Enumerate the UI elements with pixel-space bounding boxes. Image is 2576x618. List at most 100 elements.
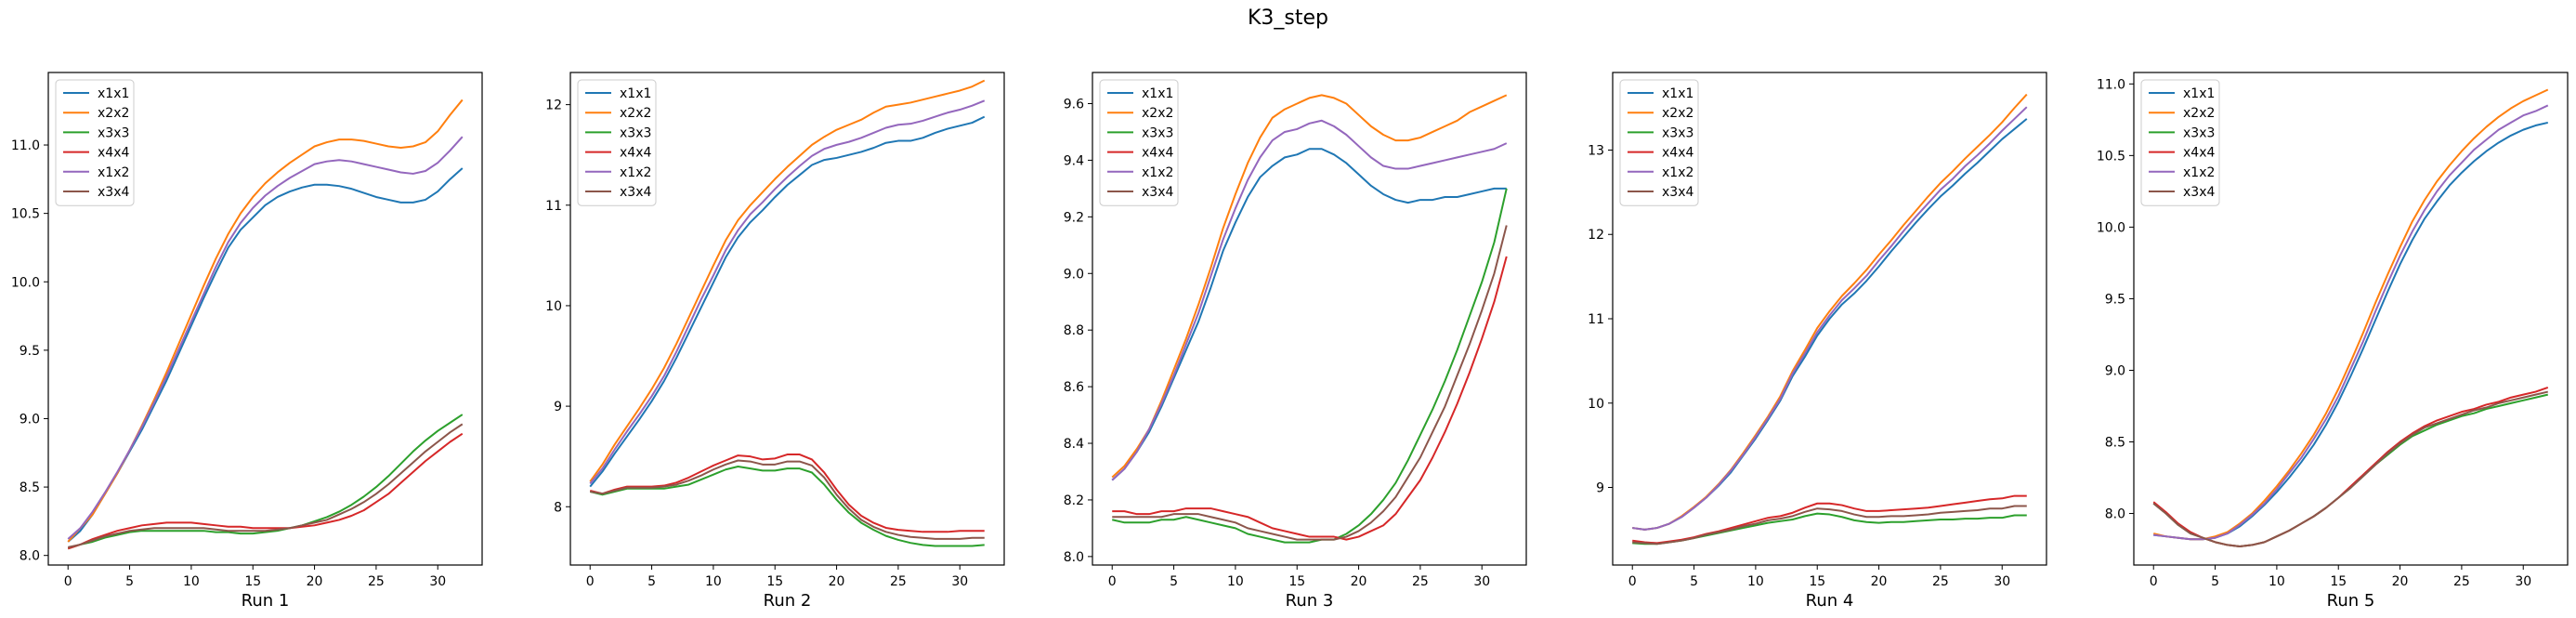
y-tick-label: 9.5 <box>2105 292 2125 307</box>
series-line-x1x2 <box>1111 119 1508 481</box>
legend-label: x3x4 <box>620 185 651 200</box>
y-tick-label: 8.4 <box>1064 437 1084 452</box>
x-tick-label: 30 <box>1994 574 2010 589</box>
y-tick-label: 10 <box>545 299 562 314</box>
series-line-x2x2 <box>1111 94 1508 479</box>
x-tick-label: 5 <box>647 574 656 589</box>
series-line-x1x2 <box>589 99 986 485</box>
y-tick-label: 11.0 <box>11 138 40 153</box>
series-lines <box>589 79 986 547</box>
legend: x1x1 x2x2 x3x3 x4x4 x1x2 x3x4 <box>577 79 657 206</box>
legend-label: x1x1 <box>1662 86 1693 101</box>
legend: x1x1 x2x2 x3x3 x4x4 x1x2 x3x4 <box>2140 79 2220 206</box>
legend: x1x1 x2x2 x3x3 x4x4 x1x2 x3x4 <box>55 79 135 206</box>
legend-label: x1x2 <box>2183 165 2215 180</box>
series-lines <box>1111 94 1508 544</box>
legend-label: x2x2 <box>620 106 651 121</box>
legend-label: x3x3 <box>98 125 129 140</box>
series-line-x2x2 <box>589 79 986 482</box>
axes-frame <box>47 72 483 566</box>
series-line-x4x4 <box>67 432 464 550</box>
x-tick-label: 25 <box>2453 574 2470 589</box>
y-tick-label: 11 <box>1588 312 1604 327</box>
series-line-x3x4 <box>68 423 464 548</box>
subplot-run-1: 0 5 10 15 20 25 30 8.0 8.5 9.0 9.5 10.0 10.5 11.0 x1x1… <box>11 72 483 611</box>
y-tick-label: 13 <box>1588 143 1604 158</box>
series-line-x3x4 <box>2152 390 2548 547</box>
x-axis-label: Run 4 <box>1806 591 1854 611</box>
legend-label: x2x2 <box>1662 106 1693 121</box>
figure-title: K3_step <box>1248 7 1328 30</box>
x-tick-label: 10 <box>1227 574 1244 589</box>
legend: x1x1 x2x2 x3x3 x4x4 x1x2 x3x4 <box>1619 79 1699 206</box>
series-line-x3x3 <box>589 466 985 547</box>
x-tick-label: 25 <box>1932 574 1949 589</box>
y-tick-label: 8.0 <box>2105 507 2125 522</box>
legend-label: x3x4 <box>98 185 129 200</box>
x-tick-label: 5 <box>1690 574 1698 589</box>
x-tick-label: 20 <box>307 574 323 589</box>
series-line-x4x4 <box>1112 256 1508 541</box>
x-tick-label: 0 <box>1628 574 1637 589</box>
subplot-run-4: 0 5 10 15 20 25 30910111213x1x1x2x2x3x3x4x4x1x… <box>1588 72 2047 611</box>
x-tick-label: 0 <box>2150 574 2158 589</box>
y-tick-label: 9.6 <box>1064 98 1084 112</box>
x-tick-label: 30 <box>2515 574 2531 589</box>
legend-label: x2x2 <box>2183 106 2215 121</box>
x-tick-label: 30 <box>951 574 968 589</box>
legend-label: x3x3 <box>620 125 651 140</box>
series-line-x3x4 <box>1112 225 1508 541</box>
x-tick-label: 0 <box>1108 574 1117 589</box>
legend-label: x3x4 <box>2183 185 2215 200</box>
x-tick-label: 5 <box>2211 574 2219 589</box>
y-tick-label: 10 <box>1588 397 1604 412</box>
series-line-x3x3 <box>67 414 464 550</box>
y-tick-label: 9.0 <box>20 412 40 427</box>
subplot-run-5: 0 5 10 15 20 25 30 8.0 8.5 9.0 9.5 10.0 10.5 11.0 x1x1… <box>2097 72 2569 611</box>
y-tick-label: 10.5 <box>2097 149 2125 164</box>
series-line-x1x2 <box>1632 106 2028 531</box>
y-tick-label: 10.0 <box>2097 220 2125 235</box>
x-tick-label: 30 <box>1473 574 1490 589</box>
x-tick-label: 20 <box>2392 574 2409 589</box>
legend-box <box>2140 79 2220 206</box>
y-tick-label: 10.5 <box>11 207 40 222</box>
y-tick-label: 9.4 <box>1064 153 1084 168</box>
x-tick-label: 5 <box>1170 574 1178 589</box>
series-line-x3x3 <box>1112 188 1508 544</box>
y-tick-label: 8.8 <box>1064 323 1084 338</box>
y-tick-label: 9 <box>554 400 562 414</box>
axes-frame <box>2133 72 2569 566</box>
x-tick-label: 15 <box>2330 574 2347 589</box>
subplot-run-3: 0 5 10 15 20 25 30 8.0 8.2 8.4 8.6 8.8 9.0 9.2 9.4 9.6 x… <box>1064 72 1527 611</box>
y-tick-label: 10.0 <box>11 275 40 290</box>
legend-label: x4x4 <box>98 146 129 161</box>
legend-label: x1x1 <box>2183 86 2215 101</box>
legend: x1x1 x2x2 x3x3 x4x4 x1x2 x3x4 <box>1099 79 1179 206</box>
series-line-x1x2 <box>2153 104 2549 541</box>
x-tick-label: 15 <box>1288 574 1305 589</box>
legend-label: x3x4 <box>1142 185 1173 200</box>
x-tick-label: 30 <box>429 574 446 589</box>
x-tick-label: 25 <box>1412 574 1429 589</box>
x-tick-label: 5 <box>125 574 134 589</box>
legend-label: x1x2 <box>98 165 129 180</box>
legend-label: x3x3 <box>1662 125 1693 140</box>
legend-label: x3x3 <box>2183 125 2215 140</box>
series-line-x3x4 <box>590 459 985 540</box>
legend-label: x2x2 <box>98 106 129 121</box>
legend-label: x1x2 <box>1142 165 1173 180</box>
x-tick-label: 25 <box>890 574 907 589</box>
series-line-x1x1 <box>589 115 986 488</box>
series-lines <box>1632 93 2028 546</box>
x-tick-label: 0 <box>586 574 595 589</box>
legend-label: x1x2 <box>1662 165 1693 180</box>
x-tick-label: 0 <box>64 574 72 589</box>
series-line-x1x2 <box>67 136 464 540</box>
legend-label: x1x1 <box>1142 86 1173 101</box>
legend-label: x3x4 <box>1662 185 1693 200</box>
y-tick-label: 8.5 <box>20 480 40 495</box>
y-tick-label: 9.2 <box>1064 210 1084 225</box>
legend-box <box>1099 79 1179 206</box>
